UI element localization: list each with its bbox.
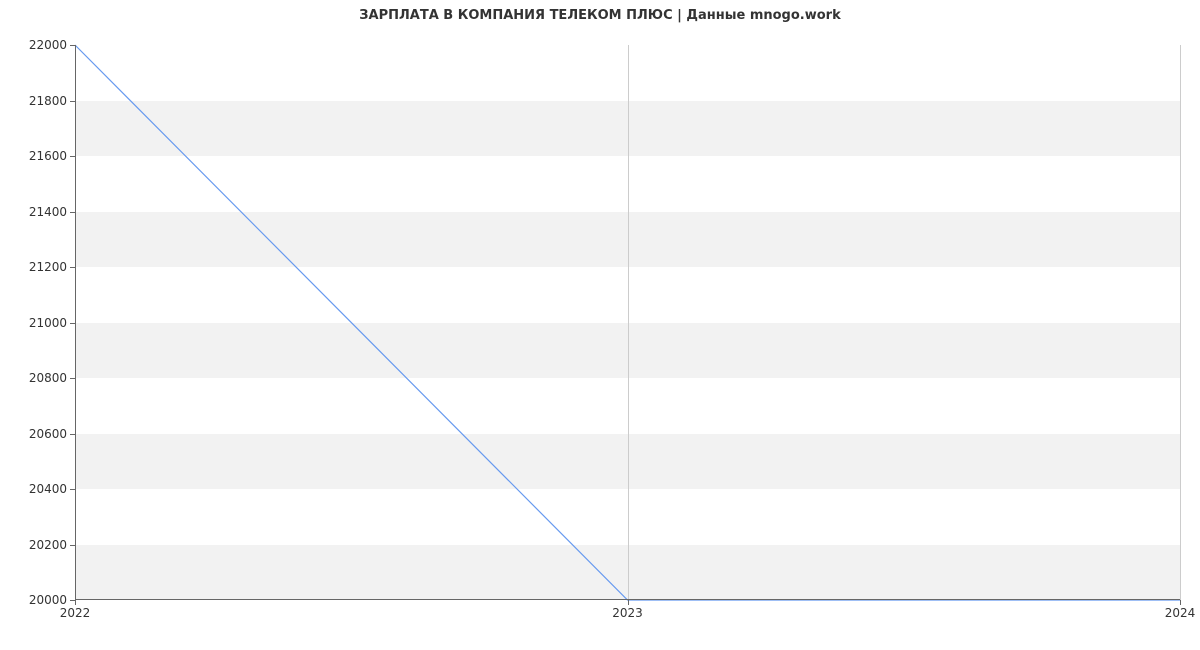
y-tick-label: 21200 bbox=[29, 260, 75, 274]
salary-chart: ЗАРПЛАТА В КОМПАНИЯ ТЕЛЕКОМ ПЛЮС | Данны… bbox=[0, 0, 1200, 650]
chart-title: ЗАРПЛАТА В КОМПАНИЯ ТЕЛЕКОМ ПЛЮС | Данны… bbox=[0, 8, 1200, 23]
y-tick-label: 21800 bbox=[29, 94, 75, 108]
y-tick-label: 21000 bbox=[29, 316, 75, 330]
y-tick-label: 20200 bbox=[29, 538, 75, 552]
y-tick-label: 22000 bbox=[29, 38, 75, 52]
axis-border bbox=[75, 45, 1180, 600]
grid-vline bbox=[1180, 45, 1181, 600]
y-tick-label: 20800 bbox=[29, 371, 75, 385]
y-tick-label: 20600 bbox=[29, 427, 75, 441]
x-tick-mark bbox=[75, 600, 76, 605]
x-tick-mark bbox=[1180, 600, 1181, 605]
x-tick-mark bbox=[628, 600, 629, 605]
y-tick-label: 21400 bbox=[29, 205, 75, 219]
plot-area: 2000020200204002060020800210002120021400… bbox=[75, 45, 1180, 600]
y-tick-label: 21600 bbox=[29, 149, 75, 163]
y-tick-label: 20400 bbox=[29, 482, 75, 496]
